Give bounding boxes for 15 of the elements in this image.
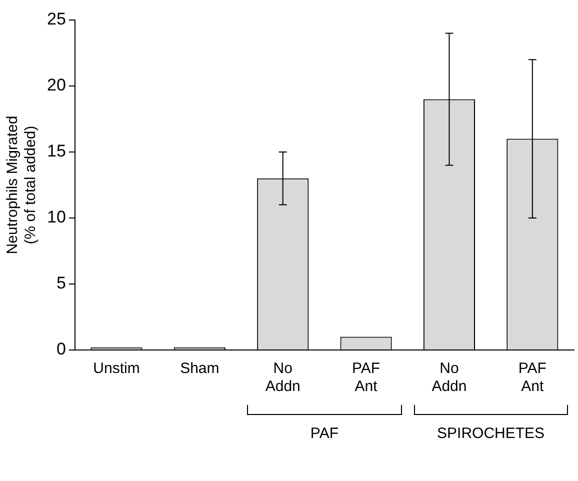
x-tick-label: Unstim: [93, 360, 140, 378]
y-tick-label: 10: [46, 208, 66, 227]
text: PAF: [310, 425, 338, 442]
x-tick-label: PAF Ant: [518, 360, 546, 396]
y-tick-label: 0: [56, 340, 66, 359]
x-tick-label: No Addn: [432, 360, 467, 396]
text: SPIROCHETES: [437, 425, 545, 442]
x-tick-label: PAF Ant: [352, 360, 380, 396]
x-tick-label: Sham: [180, 360, 220, 378]
y-axis-title: Neutrophils Migrated (% of total added): [4, 116, 40, 254]
y-tick-label: 5: [56, 274, 66, 293]
y-tick-label: 15: [46, 142, 66, 161]
y-tick-label: 25: [46, 10, 66, 29]
x-tick-label: No Addn: [265, 360, 300, 396]
y-tick-label: 20: [46, 76, 66, 95]
